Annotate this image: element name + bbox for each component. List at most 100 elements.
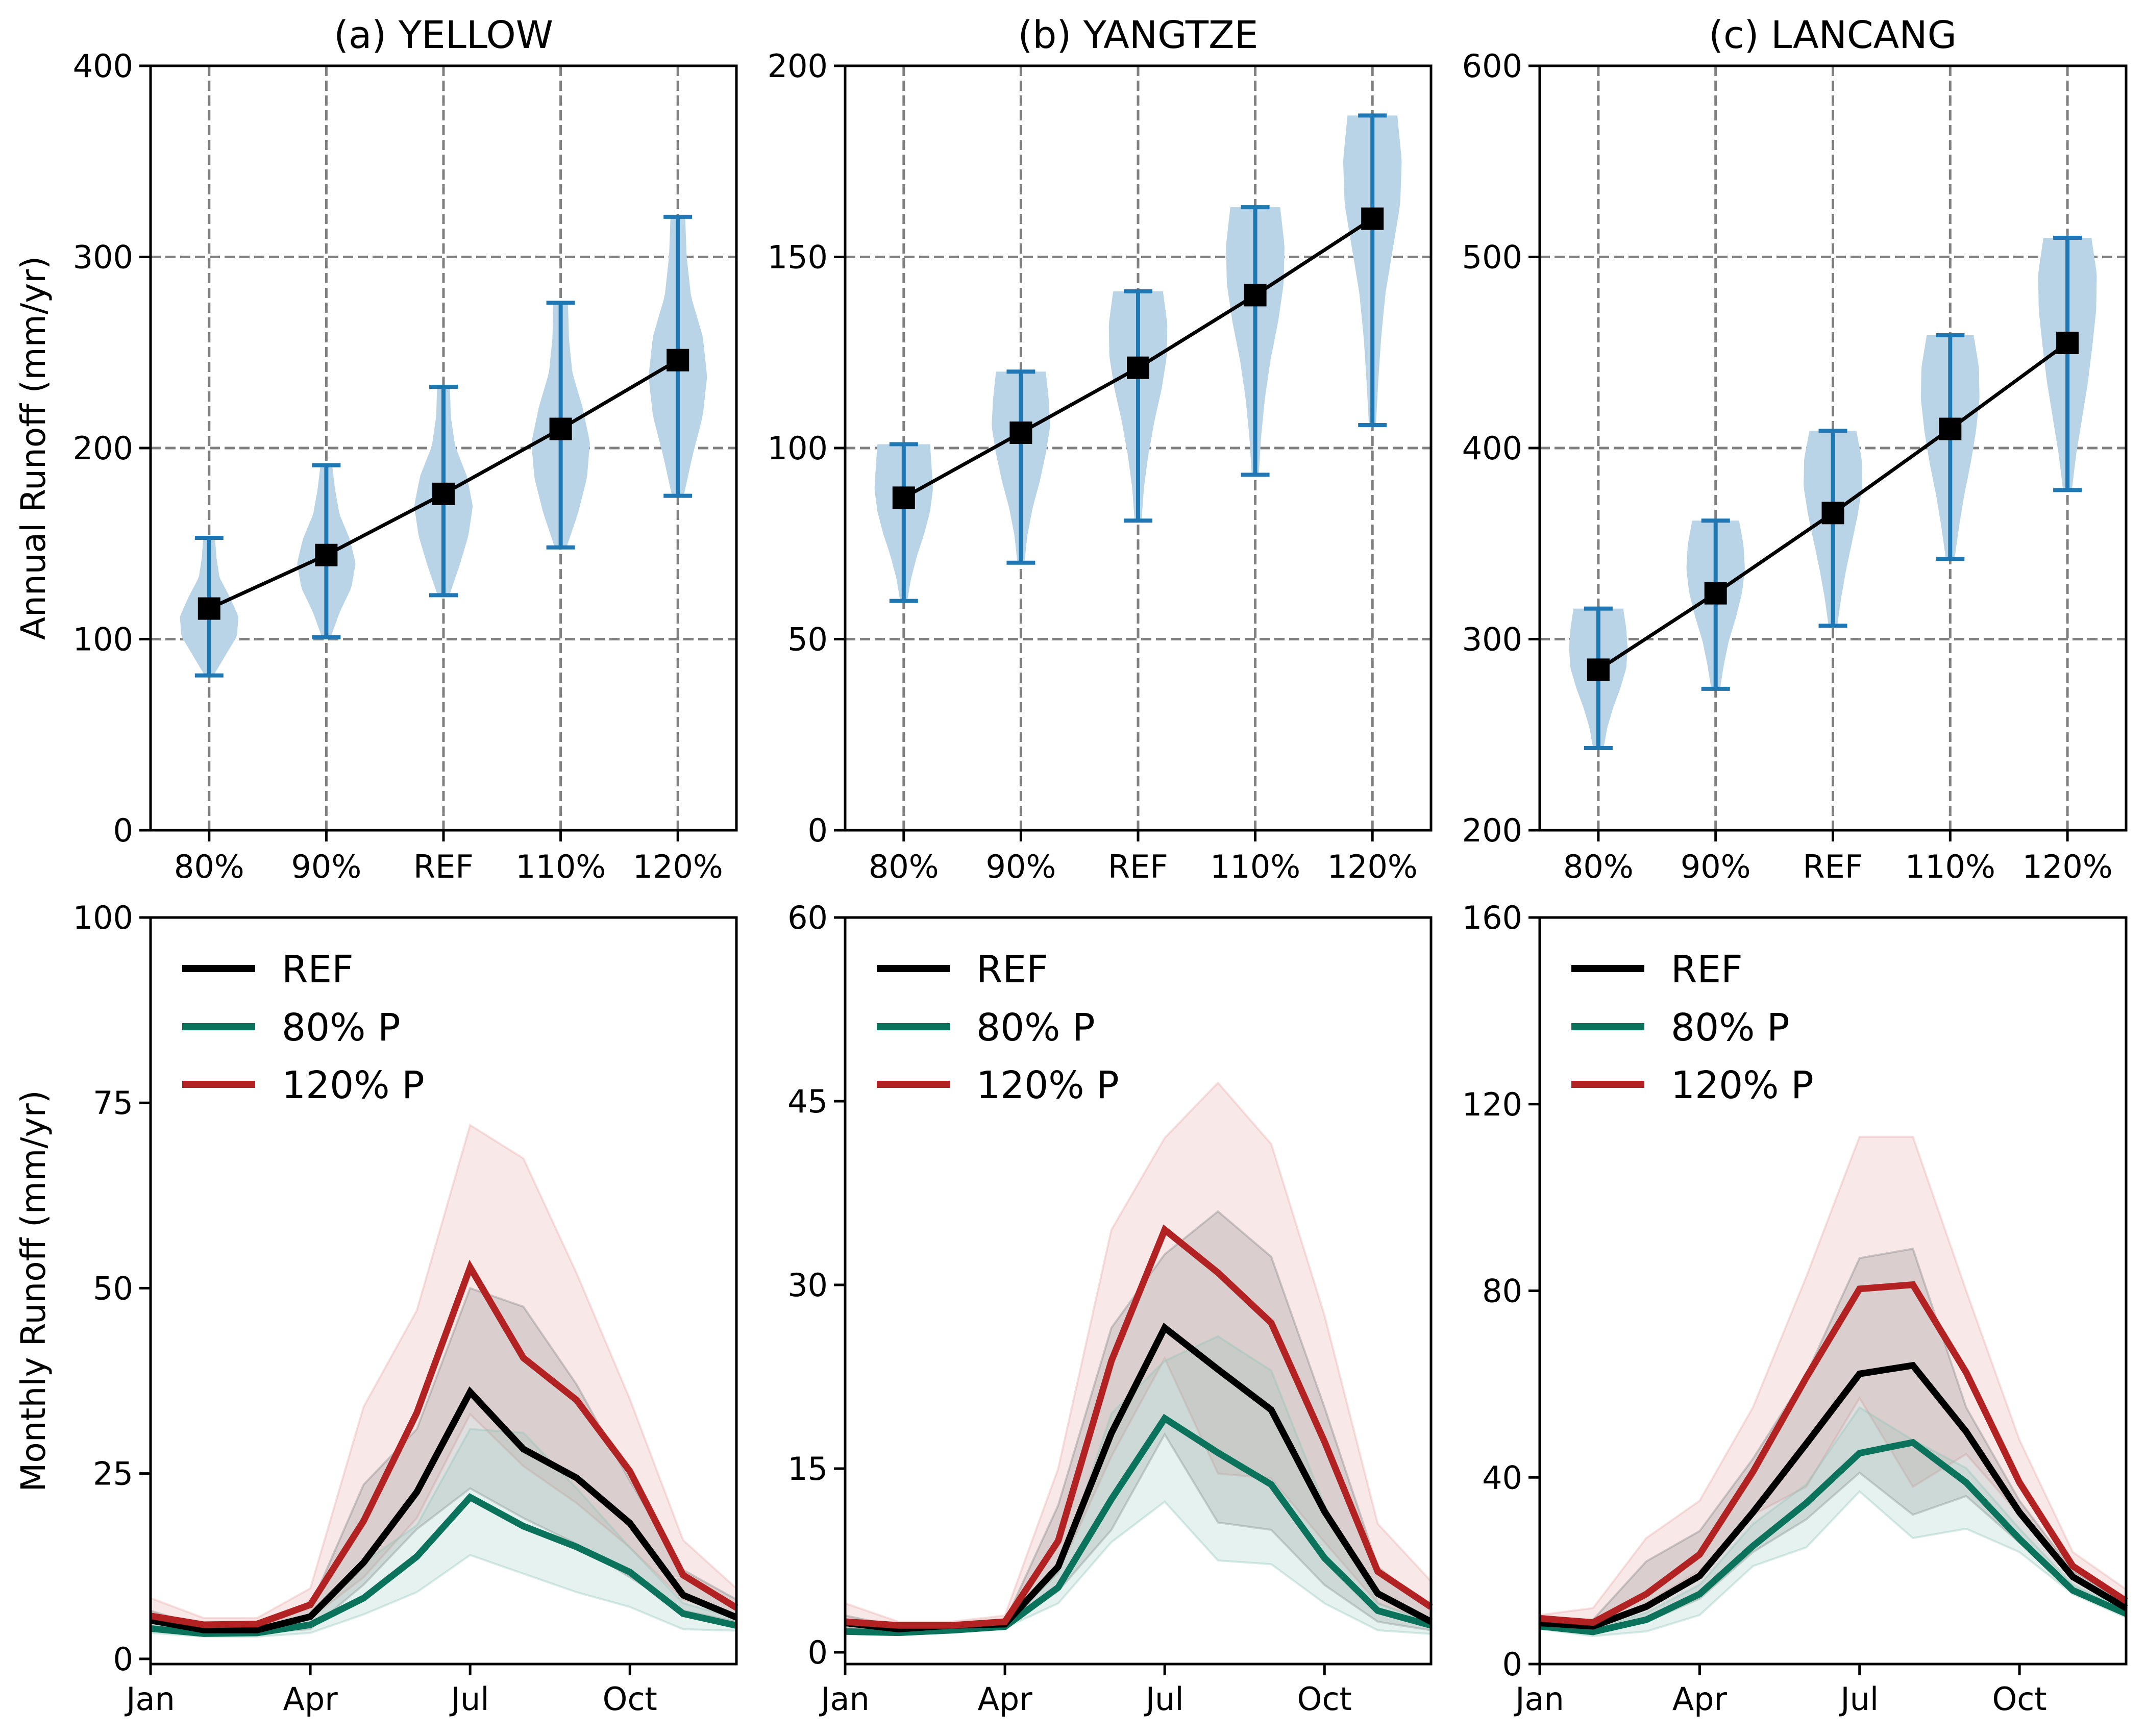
ylabel-monthly: Monthly Runoff (mm/yr)	[14, 1090, 53, 1492]
mean-marker	[315, 543, 338, 566]
x-tick-label: 120%	[633, 848, 723, 885]
axes-frame	[844, 916, 1433, 1666]
y-tick-label: 120	[1462, 1086, 1522, 1123]
x-tick-label: Oct	[1992, 1680, 2046, 1718]
y-tick-label: 200	[73, 430, 133, 467]
y-tick-label: 300	[73, 239, 133, 276]
x-tick-label: 120%	[1327, 848, 1418, 885]
y-tick-label: 150	[768, 239, 828, 276]
x-tick-label: REF	[1803, 848, 1863, 885]
mean-marker	[892, 486, 915, 509]
legend: REF 80% P 120% P	[877, 948, 1119, 1107]
y-tick-label: 500	[1462, 239, 1522, 276]
series-line-p80	[845, 1413, 1432, 1636]
x-tick-label: 120%	[2022, 848, 2112, 885]
x-tick-label: Jan	[1513, 1680, 1564, 1718]
x-tick-label: Jan	[124, 1680, 175, 1718]
y-tick-label: 200	[1462, 812, 1522, 849]
y-tick-label: 80	[1482, 1273, 1522, 1310]
x-tick-label: REF	[1108, 848, 1168, 885]
mean-marker	[1361, 207, 1384, 230]
panel-yangtze-monthly: 0 15 30 45 60 Jan Apr Jul Oct REF 80% P 120% P	[787, 899, 1433, 1718]
series-line-ref	[1539, 1361, 2128, 1630]
mean-marker	[1704, 582, 1727, 605]
mean-marker	[1127, 356, 1149, 379]
y-tick-label: 0	[808, 812, 828, 849]
mean-marker	[1009, 421, 1032, 444]
x-tick-label: Oct	[603, 1680, 657, 1718]
x-tick-label: REF	[413, 848, 474, 885]
y-tick-label: 100	[73, 899, 133, 936]
series-line-ref	[150, 1386, 738, 1633]
y-tick-label: 50	[787, 621, 828, 658]
x-tick-label: 90%	[985, 848, 1056, 885]
x-tick-label: 90%	[1681, 848, 1751, 885]
x-tick-label: 110%	[1905, 848, 1995, 885]
mean-marker	[2056, 332, 2079, 355]
mean-marker	[1939, 417, 1962, 440]
panel-title-a: (a) YELLOW	[334, 13, 553, 57]
legend: REF 80% P 120% P	[182, 948, 425, 1107]
panel-yellow-monthly: 0 25 50 75 100 Jan Apr Jul Oct REF 80% P 120% P	[73, 899, 738, 1718]
y-tick-label: 0	[1502, 1646, 1522, 1683]
y-tick-label: 15	[787, 1450, 828, 1487]
y-tick-label: 40	[1482, 1459, 1522, 1496]
x-tick-label: 80%	[1563, 848, 1634, 885]
panel-title-c: (c) LANCANG	[1709, 13, 1957, 57]
x-tick-label: 90%	[291, 848, 361, 885]
x-tick-label: Oct	[1297, 1680, 1352, 1718]
y-tick-label: 400	[1462, 430, 1522, 467]
mean-marker	[1587, 658, 1610, 681]
panel-yellow-annual: 0 100 200 300 400 80% 90% REF 110% 120%	[73, 47, 738, 885]
legend-label-ref: REF	[282, 948, 354, 991]
y-tick-label: 30	[787, 1267, 828, 1304]
legend-label-p120: 120% P	[1671, 1063, 1814, 1107]
x-tick-label: 80%	[174, 848, 244, 885]
y-tick-label: 0	[808, 1634, 828, 1671]
y-tick-label: 60	[787, 899, 828, 936]
x-tick-label: 110%	[1210, 848, 1300, 885]
x-tick-label: 110%	[515, 848, 606, 885]
legend-label-p80: 80% P	[282, 1006, 401, 1050]
axes-frame	[149, 916, 738, 1666]
series-line-p120	[845, 1224, 1433, 1629]
x-tick-label: Apr	[977, 1680, 1032, 1718]
y-tick-label: 0	[113, 1641, 133, 1678]
panel-lancang-monthly: 0 40 80 120 160 Jan Apr Jul Oct REF 80% P 120% P	[1462, 899, 2128, 1718]
x-tick-label: Jul	[1838, 1680, 1879, 1718]
x-tick-label: Jul	[449, 1680, 489, 1718]
mean-marker	[432, 482, 455, 505]
y-tick-label: 45	[787, 1083, 828, 1120]
x-tick-label: Jul	[1144, 1680, 1184, 1718]
panel-title-b: (b) YANGTZE	[1018, 13, 1258, 57]
legend-label-p80: 80% P	[1671, 1006, 1790, 1050]
y-tick-label: 160	[1462, 899, 1522, 936]
series-line-p120	[1539, 1281, 2128, 1626]
y-tick-label: 200	[768, 47, 828, 85]
y-tick-label: 600	[1462, 47, 1522, 85]
legend-label-ref: REF	[976, 948, 1048, 991]
y-tick-label: 300	[1462, 621, 1522, 658]
y-tick-label: 400	[73, 47, 133, 85]
y-tick-label: 100	[73, 621, 133, 658]
y-tick-label: 100	[768, 430, 828, 467]
panel-lancang-annual: 200 300 400 500 600 80% 90% REF 110% 120%	[1462, 47, 2128, 885]
ylabel-annual: Annual Runoff (mm/yr)	[14, 256, 53, 640]
mean-marker	[1821, 502, 1844, 525]
x-tick-label: Apr	[283, 1680, 338, 1718]
x-tick-label: Jan	[819, 1680, 870, 1718]
legend-label-p120: 120% P	[976, 1063, 1119, 1107]
x-tick-label: 80%	[869, 848, 939, 885]
mean-marker	[667, 349, 689, 371]
y-tick-label: 75	[93, 1084, 133, 1122]
y-tick-label: 50	[93, 1270, 133, 1307]
series-line-p80	[1539, 1439, 2128, 1635]
mean-marker	[198, 597, 220, 620]
legend-label-p80: 80% P	[976, 1006, 1095, 1050]
series-line-p120	[150, 1259, 738, 1628]
mean-marker	[549, 417, 572, 440]
mean-marker	[1244, 284, 1267, 307]
legend-label-p120: 120% P	[282, 1063, 425, 1107]
